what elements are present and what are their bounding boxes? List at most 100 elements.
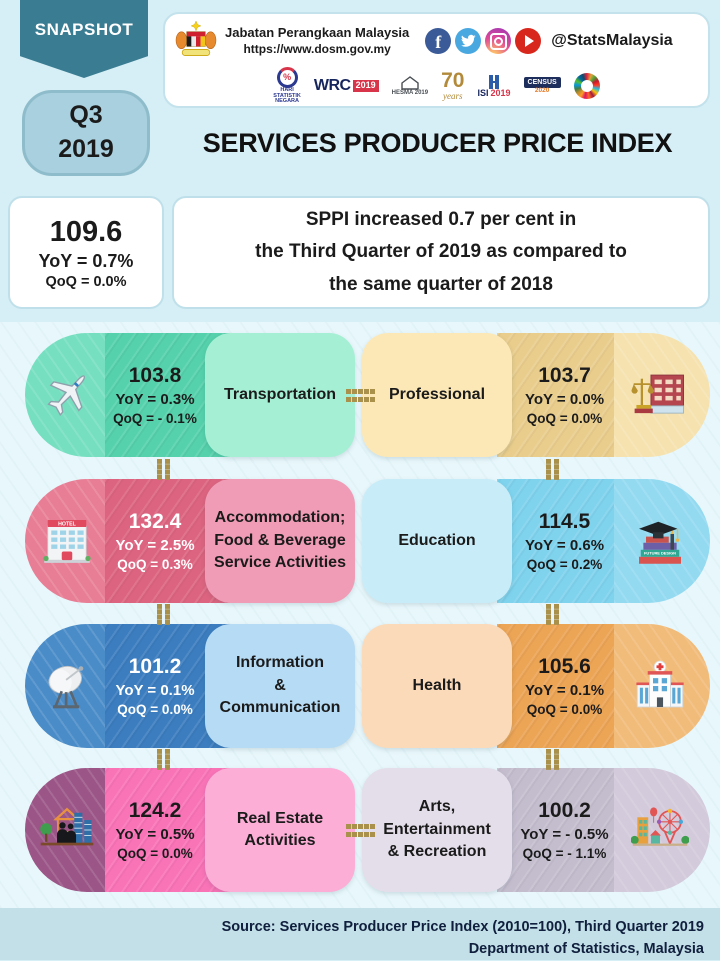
sector-qoq-value: QoQ = - 0.1% — [113, 411, 197, 427]
sector-index-value: 103.8 — [128, 363, 182, 387]
sector-stats: 103.7 YoY = 0.0% QoQ = 0.0% — [497, 333, 617, 457]
twitter-icon — [455, 28, 482, 54]
page-title: SERVICES PRODUCER PRICE INDEX — [202, 128, 673, 158]
isi-year: 2019 — [490, 88, 511, 99]
hospital-icon — [632, 658, 688, 714]
social-media-row: @StatsMalaysia — [425, 28, 673, 54]
dotted-connector-vertical-right-3 — [546, 749, 559, 770]
malaysia-coat-of-arms-icon — [173, 20, 219, 62]
agency-name: Jabatan Perangkaan Malaysia — [225, 24, 410, 40]
sector-professional: Professional 103.7 YoY = 0.0% QoQ = 0.0% — [362, 333, 710, 457]
wrc-year: 2019 — [352, 80, 379, 92]
dotted-connector-horizontal-row1 — [346, 389, 375, 402]
70-years-logo: 70 years — [441, 70, 464, 102]
sector-label-box: Real Estate Activities — [205, 768, 355, 892]
source-line-1: Source: Services Producer Price Index (2… — [221, 919, 704, 935]
sector-yoy-value: YoY = 0.0% — [524, 390, 605, 408]
sdg-wheel-logo — [573, 73, 600, 99]
sector-name: Health — [412, 676, 462, 694]
sector-qoq-value: QoQ = - 1.1% — [522, 846, 607, 862]
agency-block: Jabatan Perangkaan Malaysia https://www.… — [225, 25, 409, 57]
sector-qoq-value: QoQ = 0.0% — [526, 702, 603, 718]
instagram-icon — [485, 28, 512, 54]
wrc-2019-logo: WRC 2019 — [313, 76, 379, 95]
sector-index-value: 101.2 — [128, 654, 182, 678]
census-year: 2020 — [534, 87, 550, 95]
dotted-connector-vertical-left-3 — [157, 749, 170, 770]
partner-logos-row: HARI STATISTIK NEGARA WRC 2019 HESMA 201… — [173, 65, 700, 107]
footer-source: Source: Services Producer Price Index (2… — [0, 908, 720, 960]
sector-stats: 105.6 YoY = 0.1% QoQ = 0.0% — [497, 624, 617, 748]
book-spine-text: FUTURE DESIGN — [644, 551, 676, 556]
source-line-2: Department of Statistics, Malaysia — [468, 941, 704, 958]
sector-cap — [25, 768, 105, 892]
sector-label-box: Health — [362, 624, 512, 748]
dotted-connector-vertical-right-1 — [546, 459, 559, 480]
real-estate-icon — [38, 801, 96, 859]
sector-index-value: 124.2 — [128, 798, 182, 822]
summary-line-2: the Third Quarter of 2019 as compared to — [255, 241, 627, 263]
sector-qoq-value: QoQ = 0.0% — [117, 846, 193, 862]
sector-label-box: Accommodation; Food & Beverage Service A… — [205, 479, 355, 603]
wrc-text: WRC — [313, 76, 351, 94]
dotted-connector-vertical-left-1 — [157, 459, 170, 480]
summary-description-card: SPPI increased 0.7 per cent in the Third… — [172, 196, 710, 309]
overall-index-card: 109.6 YoY = 0.7% QoQ = 0.0% — [8, 196, 164, 309]
header-top-row: Jabatan Perangkaan Malaysia https://www.… — [173, 17, 700, 65]
hesma-2019-logo: HESMA 2019 — [391, 75, 429, 96]
sector-health: Health 105.6 YoY = 0.1% QoQ = 0.0% — [362, 624, 710, 748]
isi-text: ISI — [477, 88, 489, 99]
quarter-year: 2019 — [58, 135, 114, 163]
sector-index-value: 100.2 — [538, 798, 591, 822]
dotted-connector-horizontal-row4 — [346, 824, 375, 837]
facebook-icon — [425, 28, 452, 54]
sector-name: Arts, Entertainment & Recreation — [383, 798, 491, 861]
sector-name: Education — [398, 531, 476, 549]
law-building-icon — [631, 366, 689, 424]
sector-stats: 100.2 YoY = - 0.5% QoQ = - 1.1% — [497, 768, 617, 892]
sector-cap: HOTEL — [25, 479, 105, 603]
hotel-sign-text: HOTEL — [58, 522, 77, 528]
sector-transportation: 103.8 YoY = 0.3% QoQ = - 0.1% Transporta… — [25, 333, 355, 457]
sector-index-value: 105.6 — [538, 654, 591, 678]
twin-towers-icon — [488, 75, 499, 90]
summary-line-3: the same quarter of 2018 — [329, 273, 553, 295]
sector-label-box: Transportation — [205, 333, 355, 457]
sector-qoq-value: QoQ = 0.0% — [117, 702, 193, 718]
summary-line-1: SPPI increased 0.7 per cent in — [305, 209, 577, 231]
sector-cap — [614, 333, 710, 457]
satellite-dish-icon — [39, 658, 95, 714]
sector-cap — [614, 768, 710, 892]
hesma-text: HESMA 2019 — [391, 89, 429, 96]
graduation-books-icon: FUTURE DESIGN — [632, 513, 688, 569]
sector-yoy-value: YoY = 0.3% — [115, 390, 195, 408]
sector-qoq-value: QoQ = 0.2% — [526, 557, 603, 573]
theme-park-icon — [631, 801, 689, 859]
statday-line2: STATISTIK — [273, 92, 301, 99]
sector-qoq-value: QoQ = 0.3% — [117, 557, 193, 573]
agency-url: https://www.dosm.gov.my — [243, 41, 391, 56]
sector-index-value: 103.7 — [538, 363, 591, 387]
sector-yoy-value: YoY = 0.1% — [115, 681, 195, 699]
header-card: Jabatan Perangkaan Malaysia https://www.… — [163, 12, 710, 108]
sector-name: Information & Communication — [219, 654, 341, 717]
dotted-connector-vertical-right-2 — [546, 604, 559, 625]
snapshot-label: SNAPSHOT — [34, 20, 134, 39]
quarter-badge: Q3 2019 — [22, 90, 150, 176]
census-2020-logo: CENSUS 2020 — [523, 76, 561, 95]
sector-qoq-value: QoQ = 0.0% — [526, 411, 603, 427]
percent-ring-icon — [276, 66, 298, 88]
airplane-icon — [38, 366, 96, 424]
quarter-label: Q3 — [69, 101, 103, 130]
sector-yoy-value: YoY = - 0.5% — [520, 825, 609, 843]
sector-accommodation: HOTEL 132.4 YoY = 2.5% QoQ = 0.3% Accomm… — [25, 479, 355, 603]
dotted-connector-vertical-left-2 — [157, 604, 170, 625]
snapshot-ribbon: SNAPSHOT — [20, 0, 148, 78]
sector-name: Real Estate Activities — [236, 809, 324, 849]
sector-name: Transportation — [223, 385, 336, 403]
sector-yoy-value: YoY = 0.6% — [524, 536, 605, 554]
sector-yoy-value: YoY = 0.1% — [524, 681, 605, 699]
sector-name: Professional — [388, 385, 486, 403]
sector-label-box: Arts, Entertainment & Recreation — [362, 768, 512, 892]
house-icon — [401, 75, 419, 90]
